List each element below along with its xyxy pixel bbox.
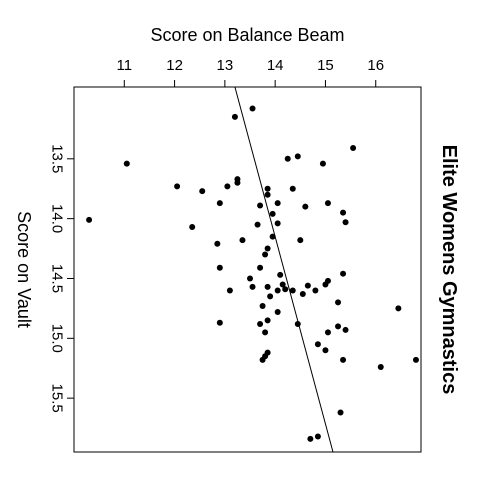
data-point (299, 291, 306, 298)
data-point (412, 356, 419, 363)
data-point (324, 200, 331, 207)
data-point (239, 237, 246, 244)
data-point (262, 251, 269, 258)
data-point (284, 155, 291, 162)
data-point (319, 160, 326, 167)
data-point (264, 191, 271, 198)
data-point (264, 185, 271, 192)
x-axis: 11 12 13 14 15 16 (117, 57, 384, 87)
data-point (267, 293, 274, 300)
data-point (277, 271, 284, 278)
data-point (214, 240, 221, 247)
data-point (324, 329, 331, 336)
data-point (199, 188, 206, 195)
data-point (377, 364, 384, 371)
data-point (340, 356, 347, 363)
data-point (259, 303, 266, 309)
data-point (337, 409, 344, 416)
data-point (322, 347, 329, 354)
data-point (340, 209, 347, 216)
data-point (342, 326, 349, 333)
data-point (274, 308, 281, 315)
data-point (269, 210, 276, 217)
data-point (257, 264, 264, 271)
data-point (274, 220, 281, 227)
data-point (257, 320, 264, 327)
y-tick-label: 13.5 (49, 144, 66, 173)
y-tick-label: 14.0 (49, 204, 66, 233)
data-point (249, 283, 256, 290)
data-point (86, 216, 93, 223)
data-point (262, 329, 269, 336)
data-point (274, 200, 281, 207)
data-point (123, 160, 130, 167)
x-tick-label: 16 (367, 57, 384, 74)
data-point (335, 299, 342, 306)
data-point (224, 183, 231, 190)
data-point (234, 179, 241, 186)
x-tick-label: 11 (117, 57, 133, 74)
data-point (312, 287, 319, 294)
data-point (302, 203, 309, 210)
data-point (269, 233, 276, 240)
data-point (259, 356, 266, 363)
data-point (279, 281, 286, 288)
data-point (342, 219, 349, 226)
y-tick-label: 14.5 (49, 264, 66, 293)
data-point (289, 185, 296, 192)
data-point (314, 341, 321, 348)
data-point (264, 283, 271, 290)
data-point (264, 317, 271, 324)
data-point (350, 145, 357, 152)
data-point (249, 105, 256, 112)
data-point (294, 153, 301, 160)
data-point (174, 183, 181, 190)
data-point (307, 435, 314, 442)
data-point (322, 281, 329, 288)
data-point (297, 237, 304, 244)
y-axis: 13.5 14.0 14.5 15.0 15.5 (49, 144, 74, 413)
data-point (231, 113, 238, 120)
data-point (304, 282, 311, 289)
data-point (282, 286, 289, 293)
data-point (257, 202, 264, 209)
data-point (294, 320, 301, 327)
y-tick-label: 15.5 (49, 384, 66, 413)
data-point (340, 270, 347, 277)
y-axis-label: Score on Vault (14, 211, 34, 328)
data-point (216, 200, 223, 207)
data-point (247, 275, 254, 282)
data-point (189, 224, 196, 231)
data-point (264, 245, 271, 252)
data-point (395, 305, 402, 312)
plot-area-frame (73, 86, 422, 453)
data-point (335, 323, 342, 330)
data-point (216, 319, 223, 326)
regression-line (234, 86, 334, 453)
data-point (254, 221, 261, 228)
data-points (86, 105, 419, 442)
chart-title: Elite Womens Gymnastics (438, 145, 460, 395)
data-point (274, 287, 281, 294)
x-tick-label: 14 (267, 57, 284, 74)
x-tick-label: 12 (166, 57, 183, 74)
x-tick-label: 15 (317, 57, 334, 74)
data-point (216, 264, 223, 271)
y-tick-label: 15.0 (49, 324, 66, 353)
data-point (226, 287, 233, 294)
data-point (314, 433, 321, 440)
x-axis-label: Score on Balance Beam (150, 25, 344, 45)
data-point (289, 287, 296, 294)
x-tick-label: 13 (217, 57, 234, 74)
